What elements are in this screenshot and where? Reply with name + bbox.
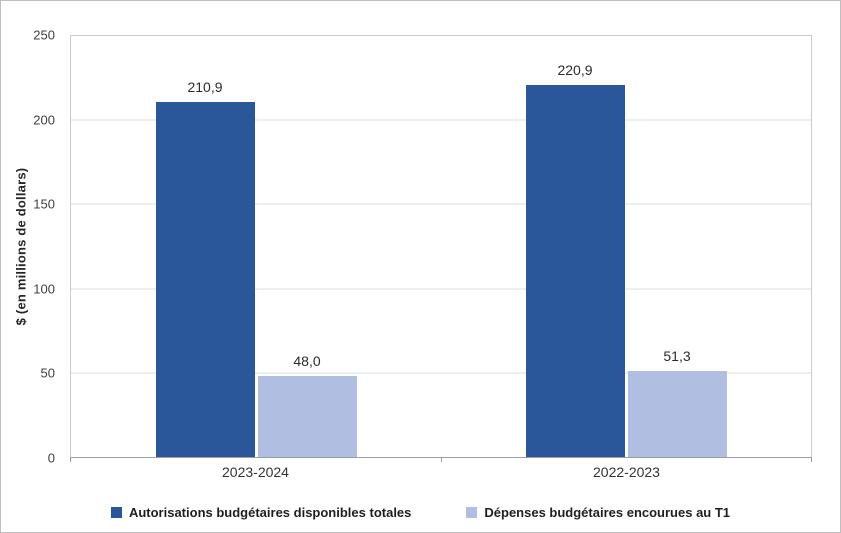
x-tick: [70, 457, 71, 462]
x-axis-labels: 2023-2024 2022-2023: [70, 464, 812, 480]
bar-value-label: 210,9: [187, 78, 223, 95]
y-tick-label: 100: [33, 281, 55, 297]
bar-series2-2022-2023: 51,3: [627, 348, 727, 457]
bar-value-label: 48,0: [293, 353, 321, 370]
bar-group-2022-2023: 220,9 51,3: [441, 36, 811, 457]
x-tick: [811, 457, 812, 462]
y-tick-label: 250: [33, 27, 55, 43]
bar-series2-2023-2024: 48,0: [257, 353, 357, 457]
legend-label: Dépenses budgétaires encourues au T1: [484, 505, 731, 520]
legend-item-series2: Dépenses budgétaires encourues au T1: [466, 505, 730, 520]
bar-value-label: 51,3: [663, 347, 691, 364]
legend-label: Autorisations budgétaires disponibles to…: [128, 505, 412, 520]
x-category-label: 2022-2023: [593, 464, 660, 480]
bar-group-2023-2024: 210,9 48,0: [71, 36, 441, 457]
gridline: [71, 288, 811, 290]
y-tick-label: 0: [47, 450, 55, 466]
gridline: [71, 203, 811, 205]
legend-item-series1: Autorisations budgétaires disponibles to…: [110, 505, 412, 520]
x-axis-ticks: [70, 457, 812, 462]
legend-swatch-icon: [110, 507, 122, 518]
bar-series1-2023-2024: 210,9: [155, 79, 255, 457]
legend-swatch-icon: [466, 507, 478, 518]
chart-legend: Autorisations budgétaires disponibles to…: [1, 505, 840, 520]
y-tick-label: 150: [33, 196, 55, 212]
y-tick-label: 50: [40, 365, 55, 381]
gridline: [71, 119, 811, 121]
bar-series1-2022-2023: 220,9: [525, 62, 625, 457]
bar-groups: 210,9 48,0 220,9 51,3: [71, 36, 811, 457]
bar-value-label: 220,9: [557, 62, 593, 79]
y-tick-label: 200: [33, 112, 55, 128]
x-category-label: 2023-2024: [222, 464, 289, 480]
x-tick: [441, 457, 442, 462]
gridline: [71, 372, 811, 374]
plot-area: 210,9 48,0 220,9 51,3: [70, 35, 812, 458]
y-axis-tick-labels: 0 50 100 150 200 250: [1, 29, 63, 465]
